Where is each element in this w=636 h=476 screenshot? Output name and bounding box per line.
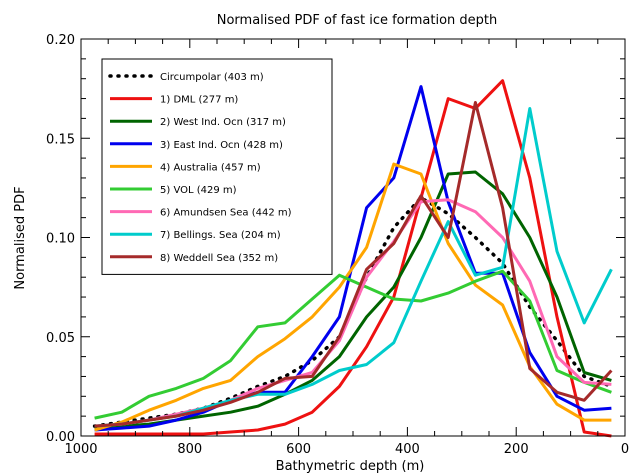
legend-label: 3) East Ind. Ocn (428 m) <box>160 140 283 151</box>
x-axis-label: Bathymetric depth (m) <box>276 459 425 474</box>
x-tick-label: 800 <box>177 442 202 457</box>
x-tick-label: 400 <box>395 442 420 457</box>
legend-label: 5) VOL (429 m) <box>160 185 237 196</box>
legend-label: 4) Australia (457 m) <box>160 162 261 173</box>
y-tick-label: 0.05 <box>46 331 75 346</box>
y-tick-label: 0.20 <box>46 33 75 48</box>
x-tick-label: 1000 <box>64 442 97 457</box>
y-axis-label: Normalised PDF <box>13 186 28 289</box>
legend-label: Circumpolar (403 m) <box>160 72 264 83</box>
series-line-7 <box>94 198 612 428</box>
y-tick-label: 0.00 <box>46 430 75 445</box>
y-tick-label: 0.15 <box>46 132 75 147</box>
series-line-9 <box>94 101 613 428</box>
legend-label: 7) Bellings. Sea (204 m) <box>160 230 281 241</box>
legend-label: 8) Weddell Sea (352 m) <box>160 253 278 264</box>
series-line-6 <box>94 269 612 420</box>
plot-frame <box>80 38 626 437</box>
legend-label: 6) Amundsen Sea (442 m) <box>160 208 292 219</box>
series-line-5 <box>94 162 612 432</box>
x-tick-label: 200 <box>504 442 529 457</box>
legend-label: 2) West Ind. Ocn (317 m) <box>160 117 286 128</box>
chart-title: Normalised PDF of fast ice formation dep… <box>217 13 498 28</box>
y-tick-label: 0.10 <box>46 232 75 247</box>
legend-label: 1) DML (277 m) <box>160 95 238 106</box>
x-tick-label: 600 <box>286 442 311 457</box>
x-tick-label: 0 <box>621 442 629 457</box>
